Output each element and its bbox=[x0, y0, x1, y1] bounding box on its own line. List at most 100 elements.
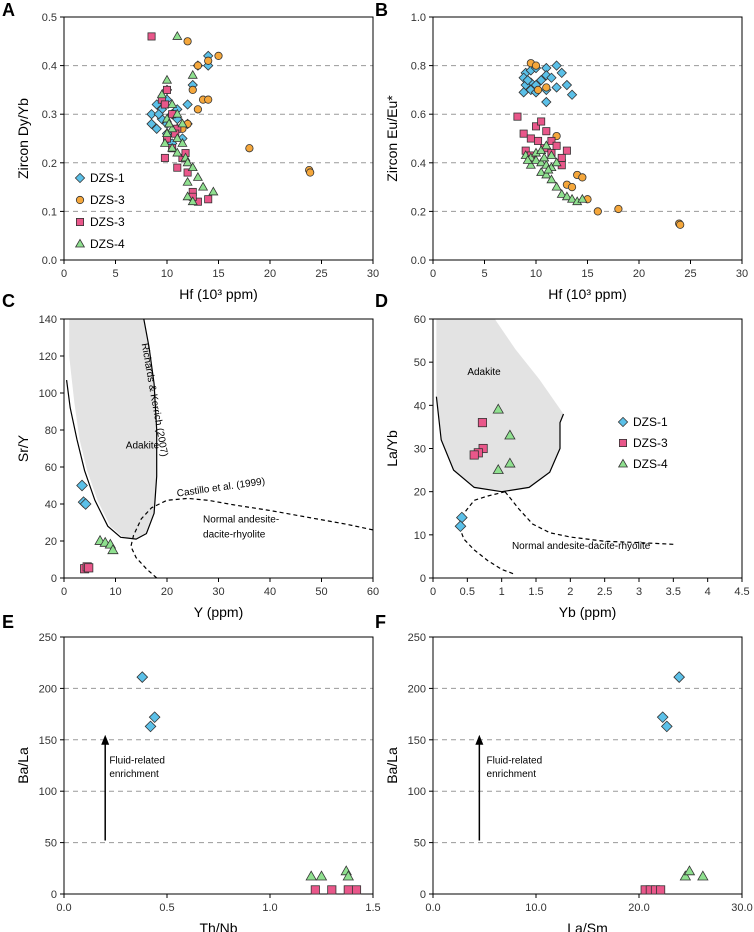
data-point-circle bbox=[214, 51, 223, 60]
y-axis-title: Zircon Dy/Yb bbox=[15, 98, 31, 179]
data-point-triangle bbox=[172, 108, 183, 118]
legend-marker-triangle bbox=[74, 238, 86, 248]
data-point-triangle bbox=[679, 870, 692, 881]
data-point-triangle bbox=[172, 133, 183, 142]
y-tick-label: 10 bbox=[414, 530, 426, 542]
x-tick-label: 30.0 bbox=[731, 902, 752, 914]
data-point-square bbox=[542, 127, 551, 136]
y-tick-label: 250 bbox=[408, 632, 426, 644]
series-dzs-4-triangle bbox=[94, 534, 119, 555]
adakite-label: Adakite bbox=[467, 367, 501, 378]
legend-marker-square bbox=[619, 438, 628, 447]
series-dzs-4-triangle bbox=[679, 865, 709, 881]
legend-label: DZS-4 bbox=[633, 457, 668, 471]
data-point-diamond bbox=[79, 498, 92, 510]
x-tick-label: 1 bbox=[499, 586, 505, 598]
y-tick-label: 100 bbox=[39, 786, 57, 798]
y-tick-label: 0.0 bbox=[42, 255, 57, 267]
series-dzs-3-square bbox=[80, 562, 94, 574]
legend-label: DZS-3 bbox=[90, 193, 125, 207]
y-tick-label: 0.6 bbox=[411, 109, 426, 121]
data-point-square bbox=[160, 153, 169, 162]
data-point-square bbox=[537, 117, 546, 126]
data-point-triangle bbox=[577, 193, 588, 203]
data-point-square bbox=[343, 885, 353, 895]
y-tick-label: 50 bbox=[45, 838, 57, 850]
y-axis-title: La/Yb bbox=[384, 430, 400, 467]
y-tick-label: 0.2 bbox=[42, 158, 57, 170]
data-point-triangle bbox=[541, 140, 552, 150]
data-point-diamond bbox=[153, 109, 164, 120]
data-point-triangle bbox=[167, 142, 178, 152]
data-point-triangle bbox=[187, 196, 198, 206]
x-tick-label: 1.0 bbox=[262, 902, 277, 914]
annotation-label: dacite-rhyolite bbox=[203, 529, 266, 540]
data-point-triangle bbox=[187, 69, 198, 79]
data-point-circle bbox=[542, 83, 551, 92]
y-tick-label: 0 bbox=[51, 573, 57, 585]
y-tick-label: 150 bbox=[408, 735, 426, 747]
series-dzs-4-triangle bbox=[520, 140, 588, 206]
y-tick-label: 20 bbox=[414, 487, 426, 499]
data-point-circle bbox=[306, 168, 315, 177]
data-point-triangle bbox=[556, 188, 567, 198]
x-tick-label: 20 bbox=[633, 268, 645, 280]
panel-d: D Adakite 0 0.5 1 1.5 2 2.5 3 3.5 4 4.5 0 10 20 30 40 50 6… bbox=[375, 291, 750, 620]
x-tick-label: 20 bbox=[264, 268, 276, 280]
data-point-diamond bbox=[148, 711, 161, 724]
data-point-triangle bbox=[504, 457, 516, 468]
data-point-triangle bbox=[305, 870, 317, 881]
data-point-triangle bbox=[536, 157, 547, 167]
annotation-label: Castillo et al. (1999) bbox=[176, 476, 266, 499]
y-tick-label: 1.0 bbox=[411, 12, 426, 24]
annotation-label: Normal andesite-dacite-rhyolite bbox=[512, 541, 651, 552]
data-point-triangle bbox=[161, 74, 173, 84]
y-tick-label: 50 bbox=[414, 838, 426, 850]
x-tick-label: 10 bbox=[109, 586, 121, 598]
data-point-circle bbox=[578, 173, 587, 182]
x-axis-title: Hf (10³ ppm) bbox=[548, 286, 627, 302]
panel-letter: E bbox=[2, 612, 14, 632]
legend-label: DZS-3 bbox=[90, 215, 125, 229]
panel-letter: B bbox=[375, 0, 388, 20]
data-point-triangle bbox=[536, 145, 547, 155]
data-point-square bbox=[183, 168, 192, 177]
x-tick-label: 15 bbox=[212, 268, 224, 280]
legend-label: DZS-3 bbox=[633, 436, 668, 450]
data-point-square bbox=[562, 146, 571, 155]
data-point-triangle bbox=[107, 544, 119, 555]
data-point-diamond bbox=[656, 711, 669, 724]
y-tick-label: 140 bbox=[39, 314, 57, 326]
plot-frame bbox=[63, 636, 374, 895]
x-tick-label: 3.5 bbox=[666, 586, 681, 598]
data-point-circle bbox=[193, 105, 202, 114]
series-dzs-3-square bbox=[640, 885, 666, 895]
y-tick-label: 0.2 bbox=[411, 206, 426, 218]
data-point-triangle bbox=[492, 403, 504, 414]
data-point-square bbox=[519, 129, 528, 138]
data-point-square bbox=[547, 136, 556, 145]
series-dzs-1-diamond bbox=[76, 479, 92, 510]
x-tick-label: 0 bbox=[430, 268, 436, 280]
x-tick-label: 25 bbox=[315, 268, 327, 280]
data-point-triangle bbox=[172, 31, 183, 40]
legend-marker-diamond bbox=[617, 416, 629, 428]
data-point-triangle bbox=[156, 89, 167, 99]
y-tick-label: 250 bbox=[39, 632, 57, 644]
y-tick-label: 0.1 bbox=[42, 206, 57, 218]
data-point-square bbox=[310, 885, 320, 895]
annotation-label: enrichment bbox=[109, 769, 159, 780]
data-point-circle bbox=[204, 95, 213, 104]
data-point-triangle bbox=[561, 191, 572, 201]
x-tick-label: 5 bbox=[481, 268, 487, 280]
series-dzs-3-square bbox=[310, 885, 362, 895]
panel-c: C Adakite 0 10 20 30 40 50 60 0 20 40 60 80 100 120 140 Y… bbox=[2, 291, 379, 620]
y-tick-label: 0 bbox=[51, 889, 57, 901]
data-point-diamond bbox=[551, 60, 562, 71]
data-point-circle bbox=[204, 56, 213, 65]
x-tick-label: 4 bbox=[705, 586, 711, 598]
panel-letter: F bbox=[375, 612, 386, 632]
y-tick-label: 0 bbox=[420, 889, 426, 901]
data-point-diamond bbox=[535, 75, 547, 86]
x-tick-label: 30 bbox=[367, 268, 379, 280]
